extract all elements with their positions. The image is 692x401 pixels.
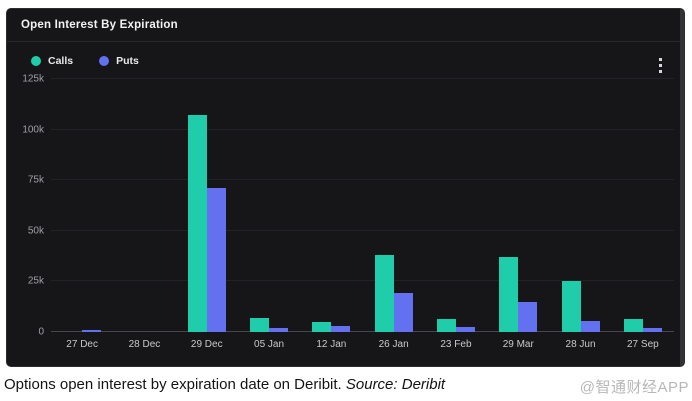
plot-area: 0 25k 50k 75k 100k 125k 27 Dec 28 Dec 29 Dec 05 J… <box>22 74 674 350</box>
gridline <box>51 280 674 282</box>
bar-calls-27-sep <box>623 318 643 332</box>
bar-puts-26-jan <box>393 292 413 332</box>
image-caption: Options open interest by expiration date… <box>4 376 445 393</box>
card-right-scrollbar[interactable] <box>680 9 684 366</box>
puts-dot-icon <box>99 56 110 66</box>
open-interest-chart-card: Open Interest By Expiration Calls Puts 0… <box>6 8 685 367</box>
y-tick-label: 125k <box>22 73 44 85</box>
bar-puts-05-jan <box>269 327 289 332</box>
bar-puts-23-feb <box>455 326 475 332</box>
caption-source: Source: Deribit <box>345 376 446 393</box>
card-header: Open Interest By Expiration <box>7 9 684 42</box>
y-tick-label: 100k <box>22 124 44 136</box>
x-axis-line <box>51 331 674 332</box>
gridline <box>51 179 674 181</box>
bar-calls-12-jan <box>312 321 332 332</box>
gridline <box>51 78 674 79</box>
bar-puts-28-jun <box>580 320 600 332</box>
calls-dot-icon <box>31 56 41 66</box>
x-tick-label: 26 Jan <box>378 339 409 350</box>
bar-puts-27-dec <box>82 329 102 332</box>
legend-item-calls[interactable]: Calls <box>31 55 73 67</box>
watermark-text: @智通财经APP <box>579 379 689 396</box>
chart-title: Open Interest By Expiration <box>21 19 178 31</box>
y-tick-label: 25k <box>27 275 44 287</box>
bar-calls-29-mar <box>499 257 519 332</box>
legend-label-calls: Calls <box>48 55 74 67</box>
caption-text: Options open interest by expiration date… <box>4 376 346 393</box>
x-tick-label: 27 Dec <box>66 339 98 350</box>
kebab-menu-icon[interactable] <box>650 54 670 76</box>
bar-puts-12-jan <box>331 325 351 332</box>
bar-calls-05-jan <box>250 317 270 332</box>
legend-item-puts[interactable]: Puts <box>99 55 139 67</box>
x-tick-label: 05 Jan <box>254 339 285 350</box>
bar-puts-27-sep <box>642 327 662 332</box>
x-tick-label: 29 Mar <box>502 339 534 350</box>
bar-calls-28-jun <box>561 281 581 332</box>
bar-puts-29-dec <box>206 188 226 332</box>
gridline <box>51 229 674 231</box>
x-tick-label: 28 Jun <box>565 339 596 350</box>
y-tick-label: 50k <box>27 225 44 237</box>
bar-puts-29-mar <box>518 301 538 332</box>
x-tick-label: 27 Sep <box>626 339 659 350</box>
legend-label-puts: Puts <box>116 55 139 67</box>
x-tick-label: 28 Dec <box>128 339 161 350</box>
x-tick-label: 29 Dec <box>190 339 223 350</box>
bar-calls-26-jan <box>374 255 394 332</box>
x-tick-label: 23 Feb <box>440 339 472 350</box>
chart-legend: Calls Puts <box>31 55 139 67</box>
y-tick-label: 0 <box>38 326 44 338</box>
y-tick-label: 75k <box>27 174 44 186</box>
bar-calls-29-dec <box>187 115 207 332</box>
bar-calls-23-feb <box>436 318 456 332</box>
x-tick-label: 12 Jan <box>316 339 347 350</box>
gridline <box>51 128 674 130</box>
